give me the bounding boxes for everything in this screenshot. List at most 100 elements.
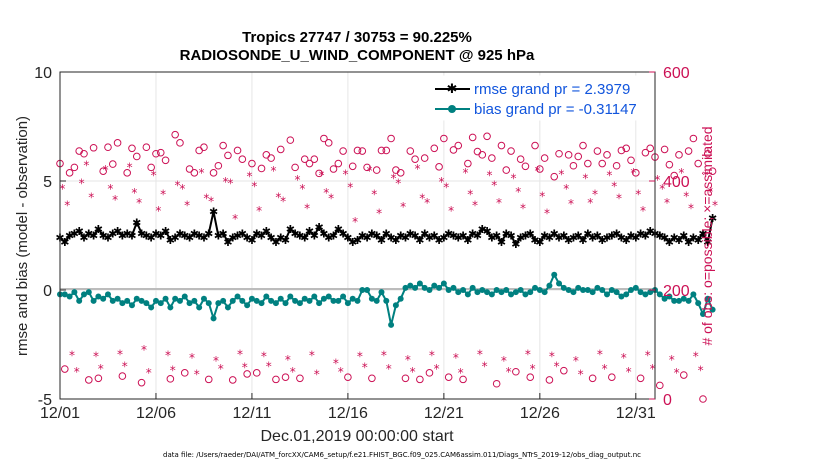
- bias-point: [431, 282, 438, 289]
- obs-assimilated-point: *: [194, 367, 200, 381]
- bias-point: [392, 302, 399, 309]
- obs-assimilated-point: *: [155, 204, 161, 218]
- rmse-point: ✱: [497, 236, 506, 249]
- rmse-point: ✱: [362, 232, 371, 245]
- bias-point: [589, 289, 596, 296]
- obs-assimilated-point: *: [175, 178, 181, 192]
- rmse-point: ✱: [602, 232, 611, 245]
- obs-possible-point: [238, 155, 247, 163]
- bias-point: [527, 289, 534, 296]
- bias-point: [560, 284, 567, 291]
- obs-possible-point: [641, 148, 650, 157]
- rmse-point: ✱: [223, 236, 232, 249]
- rmse-point: ✱: [108, 227, 117, 240]
- bias-point: [316, 300, 323, 307]
- obs-assimilated-point: *: [170, 364, 176, 378]
- rmse-point: ✱: [694, 234, 703, 247]
- obs-possible-point: [598, 159, 607, 168]
- obs-possible-point: [324, 139, 333, 147]
- legend: ✱ rmse grand pr = 2.3979 bias grand pr =…: [429, 75, 653, 121]
- rmse-point: ✱: [641, 230, 650, 243]
- obs-possible-point: [468, 133, 477, 142]
- obs-assimilated-point: *: [443, 181, 449, 195]
- obs-assimilated-point: *: [534, 164, 540, 178]
- obs-possible-point: [219, 141, 227, 150]
- obs-possible-point: [464, 159, 472, 168]
- obs-assimilated-point: *: [482, 359, 488, 373]
- obs-possible-point: [584, 159, 592, 168]
- rmse-point: ✱: [660, 232, 669, 245]
- bias-point: [508, 291, 515, 298]
- obs-possible-point: [267, 154, 275, 162]
- bias-point: [196, 304, 203, 311]
- rmse-point: ✱: [247, 234, 256, 247]
- obs-assimilated-point: *: [395, 177, 401, 191]
- obs-assimilated-point: *: [347, 181, 353, 195]
- rmse-point: ✱: [607, 230, 616, 243]
- obs-possible-point: [166, 375, 175, 383]
- obs-possible-point: [406, 147, 415, 155]
- obs-possible-point: [171, 130, 179, 139]
- bias-point: [100, 295, 107, 302]
- obs-assimilated-point: *: [261, 349, 267, 363]
- obs-assimilated-point: *: [659, 182, 665, 196]
- rmse-point: ✱: [703, 236, 712, 249]
- bias-point: [628, 287, 635, 293]
- y-right-tick-label: 200: [663, 283, 690, 300]
- obs-assimilated-point: *: [664, 196, 670, 210]
- rmse-point: ✱: [276, 232, 285, 245]
- obs-possible-point: [459, 375, 467, 384]
- rmse-point: ✱: [329, 230, 338, 243]
- bias-point: [210, 315, 217, 322]
- obs-possible-point: [435, 163, 443, 171]
- rmse-point: ✱: [132, 216, 141, 229]
- rmse-point: ✱: [319, 227, 328, 240]
- bias-point: [90, 297, 97, 304]
- x-tick-label: 12/06: [136, 405, 176, 422]
- obs-assimilated-point: *: [410, 365, 416, 379]
- bias-point: [426, 287, 433, 293]
- bias-point: [536, 287, 543, 293]
- obs-assimilated-point: *: [141, 343, 147, 357]
- y-right-tick-label: 0: [663, 392, 672, 409]
- obs-possible-point: [593, 147, 602, 155]
- rmse-point: ✱: [463, 234, 472, 247]
- x-axis-label: Dec.01,2019 00:00:00 start: [260, 428, 454, 445]
- obs-possible-point: [579, 141, 587, 150]
- obs-assimilated-point: *: [232, 212, 238, 226]
- obs-possible-point: [252, 369, 261, 377]
- bias-point: [109, 297, 116, 304]
- bias-point: [565, 287, 572, 293]
- bias-point: [469, 284, 476, 291]
- obs-possible-point: [502, 166, 511, 174]
- obs-possible-point: [483, 132, 491, 141]
- chart-title: Tropics 27747 / 30753 = 90.225%: [242, 29, 472, 46]
- rmse-point: ✱: [689, 232, 698, 245]
- obs-assimilated-point: *: [189, 351, 195, 365]
- bias-point: [503, 287, 510, 293]
- bias-point: [580, 287, 587, 293]
- obs-assimilated-point: *: [434, 362, 440, 376]
- obs-possible-point: [156, 148, 165, 157]
- bias-point: [114, 295, 121, 302]
- obs-assimilated-point: *: [319, 169, 325, 183]
- obs-assimilated-point: *: [381, 348, 387, 362]
- obs-assimilated-point: *: [558, 167, 564, 181]
- obs-assimilated-point: *: [362, 360, 368, 374]
- rmse-point: ✱: [324, 232, 333, 245]
- obs-assimilated-point: *: [400, 200, 406, 214]
- obs-assimilated-point: *: [453, 351, 459, 365]
- obs-assimilated-point: *: [429, 348, 435, 362]
- bias-point: [272, 300, 279, 307]
- bias-point: [200, 295, 207, 302]
- obs-assimilated-point: *: [683, 189, 689, 203]
- obs-possible-point: [209, 169, 218, 177]
- bias-point: [85, 289, 92, 296]
- rmse-point: ✱: [70, 227, 79, 240]
- obs-assimilated-point: *: [563, 182, 569, 196]
- rmse-point: ✱: [655, 230, 664, 243]
- obs-assimilated-point: *: [179, 182, 185, 196]
- obs-possible-point: [440, 134, 448, 143]
- obs-possible-point: [132, 152, 141, 161]
- obs-possible-point: [94, 374, 103, 383]
